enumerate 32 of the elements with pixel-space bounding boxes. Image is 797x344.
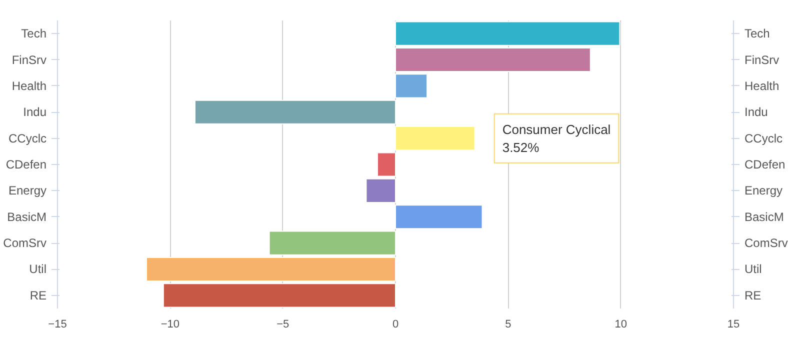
y-tick-label: BasicM xyxy=(7,210,47,224)
x-tick-label: −15 xyxy=(48,318,67,330)
y2-tick-label: FinSrv xyxy=(744,52,780,67)
x-tick-label: 0 xyxy=(392,318,399,330)
y2-tick-label: BasicM xyxy=(744,210,784,224)
y-tick-label: Tech xyxy=(21,26,47,41)
x-tick-label: −5 xyxy=(276,318,290,330)
y2-tick-label: Tech xyxy=(744,26,770,41)
y-tick-label: ComSrv xyxy=(3,236,47,250)
x-tick-label: 5 xyxy=(505,318,512,330)
y-tick-label: FinSrv xyxy=(12,52,46,67)
y-tick-label: CCyclc xyxy=(8,131,46,146)
y-tick-label: Indu xyxy=(23,105,47,120)
x-tick-label: 15 xyxy=(727,318,740,330)
x-tick-label: −10 xyxy=(160,318,180,330)
y-tick-label: Energy xyxy=(8,184,47,198)
bar xyxy=(194,100,396,124)
annotation: Consumer Cyclical 3.52% xyxy=(502,122,611,155)
y-tick-label: CDefen xyxy=(6,158,46,172)
y2-tick-label: Health xyxy=(744,78,780,93)
y-tick-label: Util xyxy=(29,262,47,276)
bar xyxy=(395,204,483,230)
y-tick-label: RE xyxy=(30,288,46,302)
y2-tick-label: RE xyxy=(744,288,762,302)
y2-tick-label: Util xyxy=(744,262,762,276)
y2-tick-label: CDefen xyxy=(744,158,786,172)
y-tick-label: Health xyxy=(12,78,46,93)
y2-tick-label: Energy xyxy=(744,184,783,198)
y2-tick-label: CCyclc xyxy=(744,131,782,146)
y2-tick-label: Indu xyxy=(744,105,768,120)
x-tick-label: 10 xyxy=(614,318,627,330)
y2-tick-label: ComSrv xyxy=(744,236,788,250)
